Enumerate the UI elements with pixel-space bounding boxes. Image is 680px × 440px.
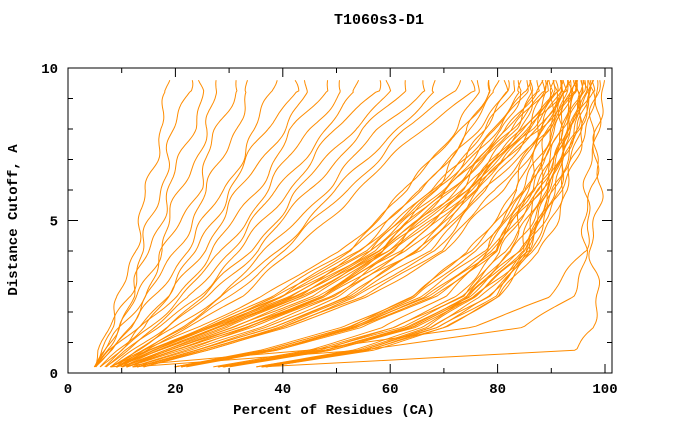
x-tick-label: 100 bbox=[592, 382, 617, 398]
model-curve bbox=[133, 80, 601, 368]
model-curve bbox=[117, 80, 462, 368]
model-curve bbox=[223, 80, 583, 368]
model-curve bbox=[137, 80, 546, 368]
model-curve bbox=[109, 80, 491, 368]
model-curve bbox=[136, 80, 534, 368]
model-curve bbox=[93, 80, 238, 368]
x-tick-label: 80 bbox=[489, 382, 506, 398]
model-curve bbox=[126, 80, 559, 368]
y-tick-label: 5 bbox=[50, 215, 58, 231]
y-tick-label: 0 bbox=[50, 367, 58, 383]
model-curve bbox=[126, 80, 554, 368]
x-tick-label: 40 bbox=[274, 382, 291, 398]
model-curve bbox=[266, 80, 592, 368]
model-curve bbox=[95, 80, 278, 368]
model-curve bbox=[111, 80, 407, 368]
model-curve bbox=[110, 80, 602, 368]
model-curve bbox=[224, 80, 589, 368]
axis-tick-labels: 0 20 40 60 80 100 0 5 10 bbox=[41, 62, 617, 398]
model-curve bbox=[121, 79, 476, 368]
x-axis-label: Percent of Residues (CA) bbox=[233, 403, 435, 419]
x-tick-label: 0 bbox=[64, 382, 72, 398]
model-curve bbox=[127, 80, 547, 368]
model-curve bbox=[95, 80, 194, 368]
model-curve bbox=[116, 80, 549, 368]
model-curve bbox=[181, 80, 586, 368]
model-curve bbox=[94, 80, 218, 368]
model-curve bbox=[116, 79, 544, 368]
model-curve bbox=[229, 79, 595, 368]
model-curve bbox=[115, 80, 426, 368]
model-curve bbox=[121, 80, 516, 368]
y-tick-label: 10 bbox=[41, 62, 58, 78]
model-curve bbox=[122, 80, 532, 368]
model-curve bbox=[132, 80, 510, 368]
model-curve bbox=[126, 80, 565, 368]
model-curve bbox=[105, 80, 382, 368]
model-curves bbox=[93, 79, 605, 368]
model-curve bbox=[265, 80, 596, 368]
model-curve bbox=[99, 80, 308, 368]
model-curve bbox=[217, 80, 573, 368]
model-curve bbox=[218, 80, 577, 368]
x-tick-label: 60 bbox=[382, 382, 399, 398]
model-curve bbox=[94, 79, 300, 368]
model-curve bbox=[136, 80, 522, 368]
model-curve bbox=[94, 80, 171, 368]
model-curve bbox=[261, 80, 605, 368]
model-curve bbox=[105, 79, 360, 368]
axis-ticks bbox=[67, 67, 612, 374]
model-curve bbox=[115, 80, 568, 368]
model-curve bbox=[104, 80, 341, 368]
model-curve bbox=[116, 79, 522, 368]
model-curve bbox=[174, 80, 564, 368]
model-curve bbox=[99, 80, 329, 368]
model-curve bbox=[116, 80, 564, 368]
model-curve bbox=[121, 80, 540, 368]
model-curve bbox=[181, 79, 594, 368]
model-curve bbox=[110, 79, 392, 368]
y-axis-label: Distance Cutoff, A bbox=[6, 144, 22, 296]
model-curve bbox=[115, 80, 436, 368]
x-tick-label: 20 bbox=[167, 382, 184, 398]
model-curve bbox=[143, 79, 572, 368]
model-curve bbox=[186, 80, 596, 368]
model-curve bbox=[110, 79, 509, 368]
model-curve bbox=[121, 80, 578, 368]
plot-title: T1060s3-D1 bbox=[334, 12, 424, 29]
model-curve bbox=[181, 79, 578, 368]
